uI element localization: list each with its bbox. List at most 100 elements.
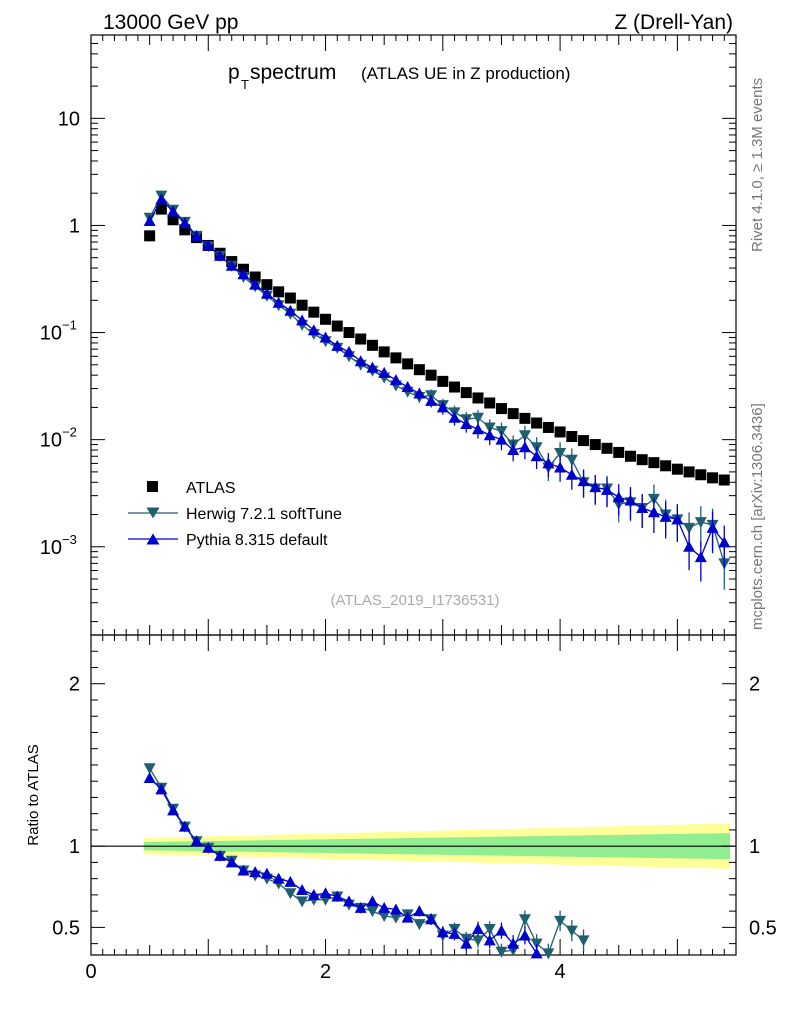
atlas-point xyxy=(531,417,543,429)
legend-label-pythia: Pythia 8.315 default xyxy=(186,532,328,549)
ratio-pythia-point xyxy=(495,924,508,936)
herwig-point xyxy=(694,517,707,529)
ratio-y-tick-label-left: 2 xyxy=(69,674,80,696)
ratio-pythia-point xyxy=(425,913,438,925)
pythia-point xyxy=(694,551,707,563)
atlas-point xyxy=(437,375,449,387)
atlas-point xyxy=(636,454,648,466)
atlas-point xyxy=(355,333,367,345)
atlas-point xyxy=(554,426,566,438)
pythia-point xyxy=(331,339,344,351)
pythia-point xyxy=(436,401,449,413)
atlas-point xyxy=(308,306,320,318)
atlas-point xyxy=(144,230,156,242)
atlas-point xyxy=(390,352,402,364)
pythia-point xyxy=(319,331,332,343)
ratio-y-tick-label-right: 2 xyxy=(749,674,760,696)
pythia-point xyxy=(554,461,567,473)
pythia-point xyxy=(577,475,590,487)
atlas-point xyxy=(472,392,484,404)
pythia-point xyxy=(225,259,238,271)
pythia-point xyxy=(260,287,273,299)
analysis-label: (ATLAS_2019_I1736531) xyxy=(330,592,499,609)
pythia-point xyxy=(718,536,731,548)
atlas-point xyxy=(413,364,425,376)
side-text-top: Rivet 4.1.0, ≥ 1.3M events xyxy=(749,78,766,252)
main-y-tick-label: 10 xyxy=(58,108,80,130)
ratio-pythia-point xyxy=(507,937,520,949)
pythia-point xyxy=(190,229,203,241)
main-y-tick-exponent: −3 xyxy=(62,532,77,547)
ratio-uncertainty-bands xyxy=(91,823,736,869)
legend-marker-herwig xyxy=(146,507,160,519)
pythia-point xyxy=(296,314,309,326)
ratio-pythia-point xyxy=(296,884,309,896)
pythia-point xyxy=(214,249,226,261)
ratio-pythia-point xyxy=(354,901,367,913)
atlas-point xyxy=(707,472,719,484)
herwig-point xyxy=(554,448,567,460)
side-text-bottom: mcplots.cern.ch [arXiv:1306.3436] xyxy=(749,403,766,630)
ratio-herwig-point xyxy=(554,915,567,927)
title-main: p xyxy=(228,61,240,84)
ratio-pythia-point xyxy=(202,841,215,853)
atlas-point xyxy=(425,369,437,381)
ratio-series-triangle-up xyxy=(143,771,543,959)
atlas-point xyxy=(484,397,496,409)
atlas-point xyxy=(671,463,683,475)
main-y-tick-label: 10 xyxy=(40,323,62,345)
pythia-point xyxy=(483,429,496,441)
ratio-pythia-point xyxy=(190,835,203,847)
pythia-point xyxy=(389,374,402,386)
ratio-herwig-point xyxy=(577,935,590,947)
atlas-point xyxy=(660,460,672,472)
pythia-point xyxy=(155,193,168,205)
pythia-point xyxy=(589,481,602,493)
ratio-pythia-point xyxy=(518,929,531,941)
ratio-pythia-point xyxy=(319,887,332,899)
pythia-point xyxy=(425,394,438,406)
ratio-herwig-point xyxy=(284,888,297,900)
atlas-point xyxy=(366,339,378,351)
pythia-point xyxy=(659,510,672,522)
atlas-point xyxy=(589,439,601,451)
main-y-tick-label: 10 xyxy=(40,430,62,452)
ratio-pythia-point xyxy=(436,926,449,938)
atlas-point xyxy=(601,442,613,454)
ratio-herwig-point xyxy=(565,925,578,937)
ratio-pythia-point xyxy=(530,947,543,959)
ratio-pythia-point xyxy=(284,875,297,887)
title-rest: spectrum xyxy=(250,61,336,84)
ratio-herwig-point xyxy=(542,948,555,960)
ratio-herwig-point xyxy=(389,912,402,924)
herwig-point xyxy=(472,412,484,424)
ratio-ylabel: Ratio to ATLAS xyxy=(25,744,42,845)
pythia-point xyxy=(284,304,297,316)
atlas-point xyxy=(460,387,472,399)
atlas-point xyxy=(320,313,332,325)
atlas-point xyxy=(624,450,636,462)
ratio-series-line xyxy=(149,777,538,954)
pythia-point xyxy=(378,366,391,378)
atlas-point xyxy=(249,271,261,283)
ratio-pythia-point xyxy=(460,937,473,949)
pythia-point xyxy=(202,239,215,251)
pythia-point xyxy=(507,444,520,456)
main-y-tick-exponent: −1 xyxy=(62,318,77,333)
pythia-point xyxy=(143,215,156,227)
pythia-point xyxy=(343,345,355,357)
ratio-herwig-point xyxy=(296,896,309,908)
legend-label-atlas: ATLAS xyxy=(186,480,236,497)
atlas-point xyxy=(273,286,285,298)
ratio-panel-frame xyxy=(90,634,737,956)
atlas-point xyxy=(648,457,660,469)
main-title: p T spectrum (ATLAS UE in Z production) xyxy=(228,61,570,92)
pythia-point xyxy=(565,468,578,480)
pythia-point xyxy=(495,433,508,445)
ratio-pythia-point xyxy=(307,888,320,900)
header-right: Z (Drell-Yan) xyxy=(614,11,733,34)
ratio-pythia-point xyxy=(448,927,461,939)
pythia-point xyxy=(683,540,696,552)
pythia-point xyxy=(612,491,625,503)
